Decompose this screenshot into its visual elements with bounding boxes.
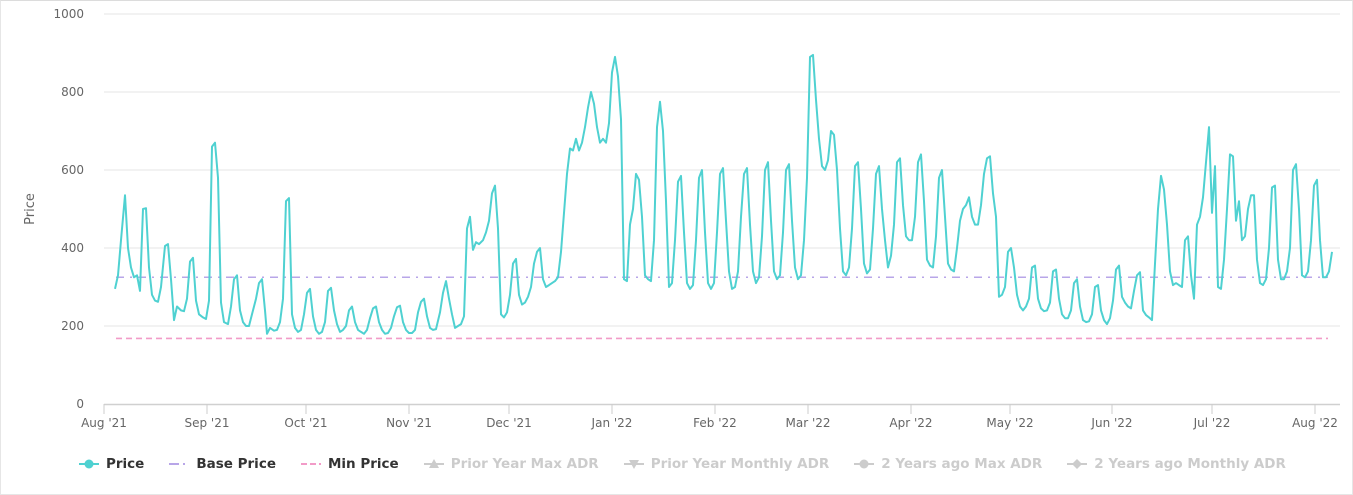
legend-label: Base Price: [196, 456, 276, 472]
chart-legend: Price Base Price Min Price Prior Year Max A…: [78, 452, 1310, 476]
x-tick-label: Feb '22: [693, 416, 737, 430]
y-tick-label: 400: [61, 241, 84, 255]
x-tick-label: May '22: [986, 416, 1033, 430]
reference-lines: [116, 276, 1328, 340]
legend-symbol-icon: [300, 457, 322, 471]
legend-symbol-icon: [78, 457, 100, 471]
legend-label: Prior Year Monthly ADR: [650, 456, 830, 472]
x-axis: Aug '21 Sep '21 Oct '21 Nov '21 Dec '21 Jan '…: [81, 403, 1340, 430]
legend-item-2-years-ago-max-adr[interactable]: 2 Years ago Max ADR: [853, 456, 1042, 472]
legend-label: Min Price: [327, 456, 399, 472]
x-tick-label: Sep '21: [185, 416, 230, 430]
y-axis-title: Price: [23, 193, 38, 225]
x-tick-label: Mar '22: [785, 416, 830, 430]
legend-label: Price: [106, 456, 145, 472]
y-axis: 0 200 400 600 800 1000: [53, 7, 84, 411]
x-tick-label: Dec '21: [486, 416, 532, 430]
y-tick-label: 200: [61, 319, 84, 333]
x-tick-label: Nov '21: [386, 416, 432, 430]
legend-label: Prior Year Max ADR: [450, 456, 599, 472]
legend-item-price[interactable]: Price: [78, 456, 144, 472]
x-tick-label: Apr '22: [889, 416, 932, 430]
legend-label: 2 Years ago Max ADR: [881, 456, 1043, 472]
legend-item-2-years-ago-monthly-adr[interactable]: 2 Years ago Monthly ADR: [1066, 456, 1286, 472]
legend-label: 2 Years ago Monthly ADR: [1094, 456, 1286, 472]
y-tick-label: 0: [76, 397, 84, 411]
x-tick-label: Oct '21: [284, 416, 327, 430]
legend-symbol-icon: [1066, 457, 1088, 471]
price-series-line[interactable]: [114, 53, 1333, 335]
y-tick-label: 1000: [53, 7, 84, 21]
y-tick-label: 800: [61, 85, 84, 99]
x-tick-label: Aug '22: [1292, 416, 1338, 430]
legend-item-min-price[interactable]: Min Price: [300, 456, 399, 472]
legend-item-prior-year-max-adr[interactable]: Prior Year Max ADR: [423, 456, 599, 472]
x-tick-label: Jun '22: [1090, 416, 1132, 430]
legend-item-prior-year-monthly-adr[interactable]: Prior Year Monthly ADR: [623, 456, 830, 472]
legend-symbol-icon: [623, 457, 645, 471]
x-tick-label: Aug '21: [81, 416, 127, 430]
legend-item-base-price[interactable]: Base Price: [168, 456, 276, 472]
legend-symbol-icon: [168, 457, 190, 471]
x-tick-label: Jan '22: [591, 416, 633, 430]
x-tick-label: Jul '22: [1193, 416, 1231, 430]
y-tick-label: 600: [61, 163, 84, 177]
legend-symbol-icon: [853, 457, 875, 471]
legend-symbol-icon: [423, 457, 445, 471]
